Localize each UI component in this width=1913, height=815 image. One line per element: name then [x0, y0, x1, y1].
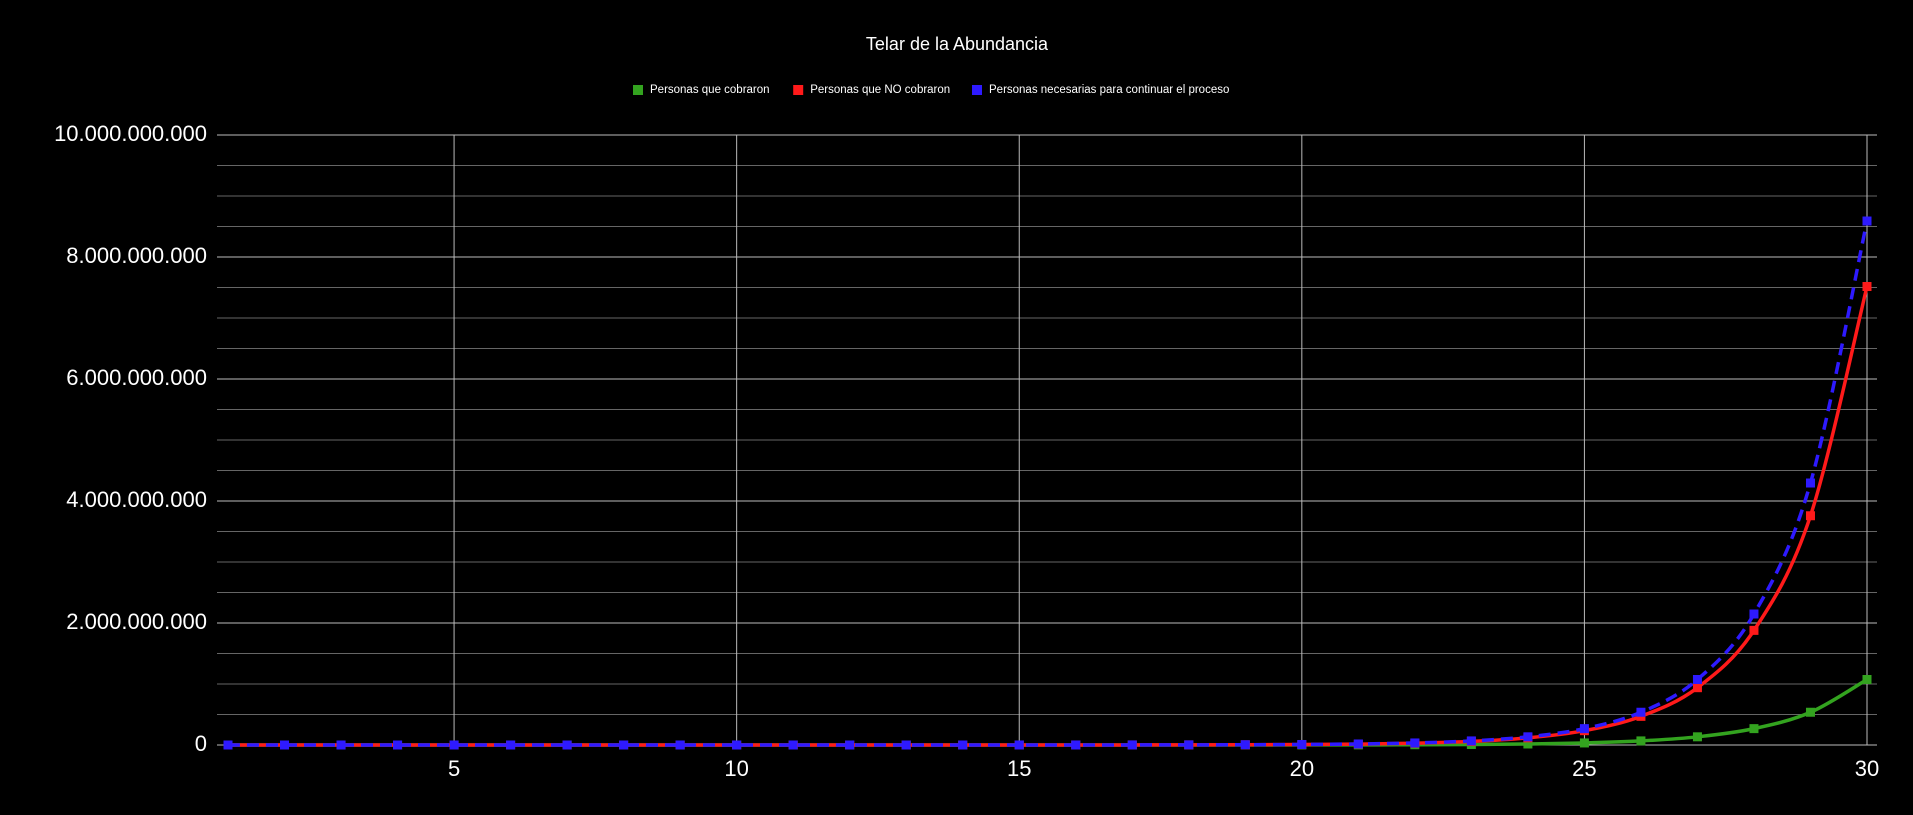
y-tick-label: 6.000.000.000	[66, 365, 207, 390]
point	[619, 740, 629, 750]
point	[1805, 511, 1815, 521]
point	[1579, 738, 1589, 748]
point	[1184, 740, 1194, 750]
point	[1636, 707, 1646, 717]
point	[1692, 675, 1702, 685]
x-tick-label: 20	[1290, 756, 1314, 781]
point	[1636, 736, 1646, 746]
point	[1523, 732, 1533, 742]
y-tick-label: 8.000.000.000	[66, 243, 207, 268]
y-tick-label: 2.000.000.000	[66, 609, 207, 634]
point	[1523, 739, 1533, 749]
point	[732, 740, 742, 750]
point	[1466, 736, 1476, 746]
legend-label: Personas que cobraron	[650, 84, 770, 96]
point	[1410, 738, 1420, 748]
point	[1749, 625, 1759, 635]
x-tick-label: 15	[1007, 756, 1031, 781]
series-line	[228, 286, 1869, 747]
legend-label: Personas que NO cobraron	[810, 84, 950, 96]
legend-swatch	[633, 85, 643, 95]
point	[393, 740, 403, 750]
point	[1240, 740, 1250, 750]
point	[1862, 216, 1872, 226]
point	[845, 740, 855, 750]
point	[901, 740, 911, 750]
point	[675, 740, 685, 750]
point	[958, 740, 968, 750]
point	[223, 740, 233, 750]
point	[1692, 683, 1702, 693]
point	[1071, 740, 1081, 750]
x-tick-label: 25	[1572, 756, 1596, 781]
point	[1805, 707, 1815, 717]
y-tick-label: 4.000.000.000	[66, 487, 207, 512]
point	[449, 740, 459, 750]
point	[1862, 282, 1872, 292]
point	[506, 740, 516, 750]
point	[1692, 732, 1702, 742]
x-tick-label: 30	[1855, 756, 1879, 781]
point	[1353, 739, 1363, 749]
series-line	[228, 677, 1868, 747]
point	[1862, 675, 1872, 685]
point	[1014, 740, 1024, 750]
point	[336, 740, 346, 750]
legend-swatch	[793, 85, 804, 95]
legend-swatch	[972, 85, 982, 95]
point	[1127, 740, 1137, 750]
point	[562, 740, 572, 750]
point	[1805, 478, 1815, 488]
point	[1297, 739, 1307, 749]
point	[1579, 724, 1589, 734]
y-tick-label: 10.000.000.000	[54, 121, 207, 146]
point	[1749, 724, 1759, 734]
point	[1749, 609, 1759, 619]
x-tick-label: 5	[448, 756, 460, 781]
x-tick-label: 10	[724, 756, 748, 781]
legend-label: Personas necesarias para continuar el pr…	[989, 84, 1229, 96]
series-line	[228, 220, 1869, 747]
chart-title: Telar de la Abundancia	[866, 34, 1049, 54]
point	[788, 740, 798, 750]
y-tick-label: 0	[195, 731, 207, 756]
point	[280, 740, 290, 750]
legend: Personas que cobraron Personas que NO cob…	[633, 84, 1229, 96]
